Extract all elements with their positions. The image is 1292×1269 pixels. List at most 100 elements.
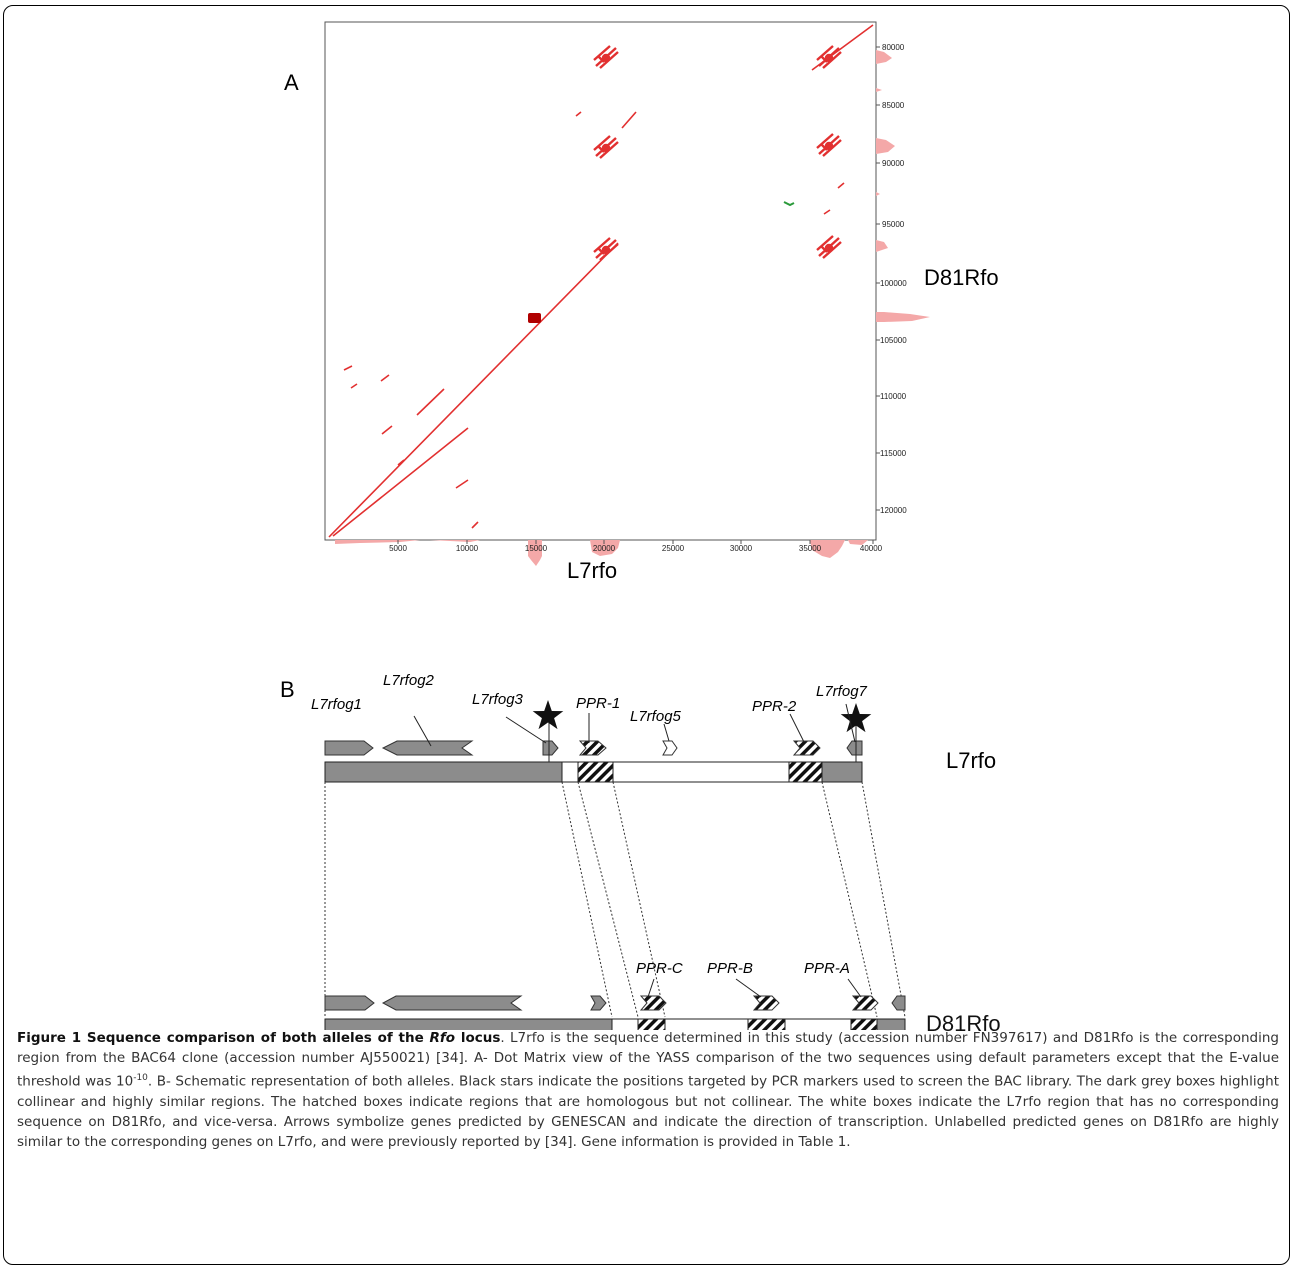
density-y-2 xyxy=(876,138,895,154)
x-tick-label: 10000 xyxy=(456,544,479,553)
cluster-5 xyxy=(593,237,619,261)
gene-label-ppr-a: PPR-A xyxy=(804,960,850,977)
x-tick-label: 40000 xyxy=(860,544,883,553)
hit-short-11 xyxy=(837,182,845,189)
figure-caption: Figure 1 Sequence comparison of both all… xyxy=(17,1028,1279,1152)
figure-frame xyxy=(3,5,1290,1265)
x-tick-label: 30000 xyxy=(730,544,753,553)
density-y-3 xyxy=(876,240,888,252)
y-tick-label: 115000 xyxy=(880,449,907,458)
panel-a-label: A xyxy=(284,70,299,95)
panel-b-label: B xyxy=(280,677,295,702)
gene-arrow xyxy=(542,740,559,756)
hit-short-9 xyxy=(575,111,582,117)
gene-label-ppr-1: PPR-1 xyxy=(576,695,620,712)
gene-leaders xyxy=(413,703,856,747)
x-tick-label: 15000 xyxy=(525,544,548,553)
y-axis-label: D81Rfo xyxy=(924,265,999,290)
y-tick-label: 100000 xyxy=(880,279,907,288)
star-icon xyxy=(840,703,872,733)
density-x-5 xyxy=(430,540,480,542)
hit-short-4 xyxy=(381,425,393,435)
gene-label-ppr-c: PPR-C xyxy=(636,960,683,977)
pcr-markers xyxy=(532,700,872,762)
hit-short-12 xyxy=(823,209,831,215)
density-x-4 xyxy=(335,540,420,544)
y-tick-label: 120000 xyxy=(880,506,907,515)
y-tick-label: 105000 xyxy=(880,336,907,345)
gene-arrow xyxy=(324,740,374,756)
gene-label-l7rfog1: L7rfog1 xyxy=(311,696,362,713)
y-tick-label: 80000 xyxy=(882,43,905,52)
l7rfo-track xyxy=(324,761,863,783)
homology-connectors xyxy=(324,781,906,1018)
d81rfo-genes xyxy=(324,995,906,1011)
y-tick-label: 85000 xyxy=(882,101,905,110)
hit-secondary-diagonal xyxy=(332,427,469,537)
gene-arrow xyxy=(639,995,667,1011)
cluster-1 xyxy=(593,45,619,69)
d81rfo-gene-labels: PPR-C PPR-B PPR-A xyxy=(636,960,850,977)
x-tick-label: 20000 xyxy=(593,544,616,553)
gene-arrow xyxy=(752,995,780,1011)
gene-arrow xyxy=(578,740,607,756)
y-tick-label: 110000 xyxy=(880,392,907,401)
y-tick-label: 95000 xyxy=(882,220,905,229)
reverse-hit xyxy=(783,201,795,207)
gene-arrow xyxy=(851,995,879,1011)
cluster-2 xyxy=(816,45,842,69)
density-x-1 xyxy=(528,540,542,566)
cluster-4 xyxy=(816,133,842,157)
density-x-2 xyxy=(590,540,620,556)
gene-label-l7rfog7: L7rfog7 xyxy=(816,683,868,700)
density-y-1 xyxy=(876,50,892,64)
x-tick-label: 25000 xyxy=(662,544,685,553)
hit-short-10 xyxy=(621,111,637,129)
x-axis: 5000 10000 15000 20000 25000 30000 35000… xyxy=(389,540,883,553)
repeat-clusters xyxy=(593,45,842,261)
gene-label-ppr-b: PPR-B xyxy=(707,960,753,977)
hit-dense-block xyxy=(528,313,541,323)
cluster-6 xyxy=(816,235,842,259)
x-tick-label: 35000 xyxy=(799,544,822,553)
density-histograms xyxy=(335,50,930,566)
density-y-5 xyxy=(876,88,882,92)
gene-arrow xyxy=(381,740,474,756)
gene-arrow xyxy=(324,995,375,1011)
hit-short-3 xyxy=(380,374,390,382)
gene-label-ppr-2: PPR-2 xyxy=(752,698,797,715)
dotplot-hits xyxy=(328,24,874,538)
gene-arrow xyxy=(792,740,821,756)
l7rfo-genes xyxy=(324,740,863,756)
caption-title: Figure 1 Sequence comparison of both all… xyxy=(17,1030,500,1046)
caption-title-italic: Rfo xyxy=(429,1030,456,1046)
dotplot-frame xyxy=(324,21,877,541)
x-tick-label: 5000 xyxy=(389,544,407,553)
gene-arrow xyxy=(381,995,523,1011)
density-y-6 xyxy=(876,192,880,196)
caption-body-part-1: . L7rfo is the sequence determined in th… xyxy=(17,1030,1279,1090)
star-icon xyxy=(532,700,564,730)
track-label-l7rfo: L7rfo xyxy=(946,748,996,773)
density-x-6 xyxy=(848,540,868,545)
y-axis: 80000 85000 90000 95000 100000 105000 11… xyxy=(876,43,907,515)
d81rfo-leaders xyxy=(647,978,862,998)
figure-graphic: A xyxy=(280,21,999,1030)
hit-short-6 xyxy=(397,459,405,466)
gene-label-l7rfog3: L7rfog3 xyxy=(472,691,524,708)
gene-label-l7rfog5: L7rfog5 xyxy=(630,708,682,725)
caption-title-start: Figure 1 Sequence comparison of both all… xyxy=(17,1030,430,1046)
caption-superscript: -10 xyxy=(133,1073,148,1083)
hit-short-5 xyxy=(416,388,445,416)
gene-arrow xyxy=(590,995,607,1011)
hit-short-7 xyxy=(455,479,469,489)
track-label-d81rfo: D81Rfo xyxy=(926,1011,1001,1036)
hit-short-8 xyxy=(471,521,479,529)
gene-arrow xyxy=(891,995,906,1011)
hit-main-diagonal xyxy=(328,242,619,538)
l7rfo-gene-labels: L7rfog1 L7rfog2 L7rfog3 PPR-1 L7rfog5 PP… xyxy=(311,672,868,725)
hit-short-2 xyxy=(350,383,358,389)
density-y-4 xyxy=(876,312,930,322)
gene-arrow xyxy=(662,740,678,756)
gene-label-l7rfog2: L7rfog2 xyxy=(383,672,435,689)
